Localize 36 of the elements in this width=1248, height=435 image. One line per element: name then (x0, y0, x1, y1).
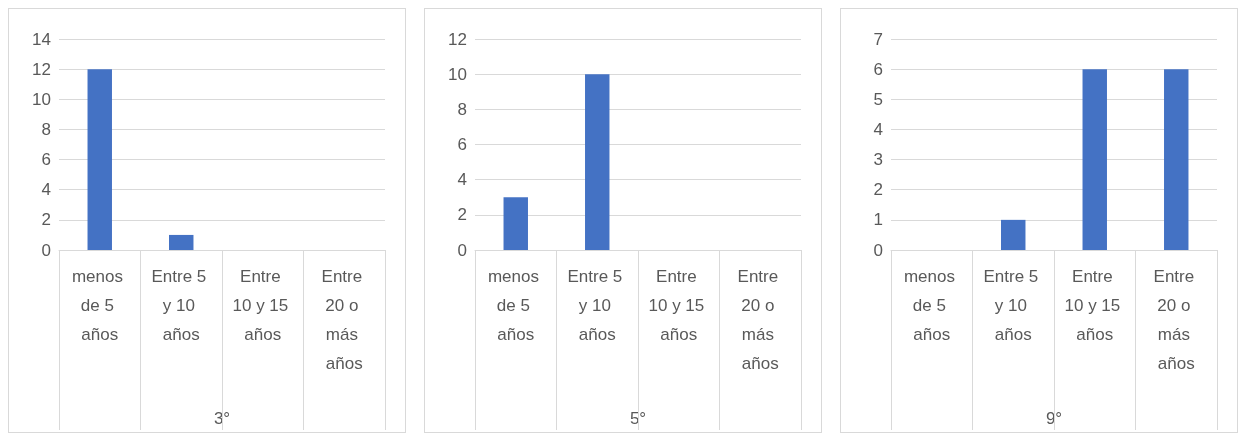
x-tick-label: Entre 5 y 10 años (983, 267, 1044, 344)
x-axis-title: 5° (629, 409, 647, 428)
x-tick-label: Entre 10 y 15 años (232, 267, 293, 344)
y-tick-label: 10 (32, 89, 51, 109)
y-tick-label: 14 (32, 29, 51, 49)
x-tick-label: Entre 20 o más años (1153, 267, 1199, 373)
x-tick-label: Entre 20 o más años (321, 267, 367, 373)
x-tick-label: Entre 5 y 10 años (151, 267, 212, 344)
y-tick-label: 3 (873, 150, 883, 170)
y-tick-label: 12 (448, 29, 467, 49)
x-tick-label: menos de 5 años (71, 267, 128, 344)
y-tick-label: 7 (873, 29, 883, 49)
y-tick-label: 4 (41, 180, 51, 200)
y-tick-label: 0 (457, 240, 467, 260)
x-tick-label: Entre 20 o más años (737, 267, 783, 373)
y-tick-label: 10 (448, 64, 467, 84)
y-tick-label: 12 (32, 59, 51, 79)
y-tick-label: 6 (873, 59, 883, 79)
y-tick-label: 6 (457, 135, 467, 154)
x-tick-label: Entre 10 y 15 años (1064, 267, 1125, 344)
y-tick-label: 4 (457, 170, 467, 190)
y-tick-label: 5 (873, 89, 883, 109)
y-tick-label: 0 (873, 240, 883, 260)
y-tick-label: 2 (457, 205, 467, 225)
y-tick-label: 2 (873, 180, 883, 200)
y-tick-label: 6 (41, 150, 51, 170)
y-tick-label: 1 (873, 210, 883, 230)
x-tick-label: menos de 5 años (487, 267, 544, 344)
y-tick-label: 8 (41, 119, 51, 139)
y-tick-label: 2 (41, 210, 51, 230)
y-tick-label: 0 (41, 240, 51, 260)
y-tick-label: 4 (873, 119, 883, 139)
x-tick-label: Entre 5 y 10 años (567, 267, 628, 344)
y-tick-label: 8 (457, 99, 467, 119)
x-tick-label: Entre 10 y 15 años (648, 267, 709, 344)
x-tick-label: menos de 5 años (903, 267, 960, 344)
